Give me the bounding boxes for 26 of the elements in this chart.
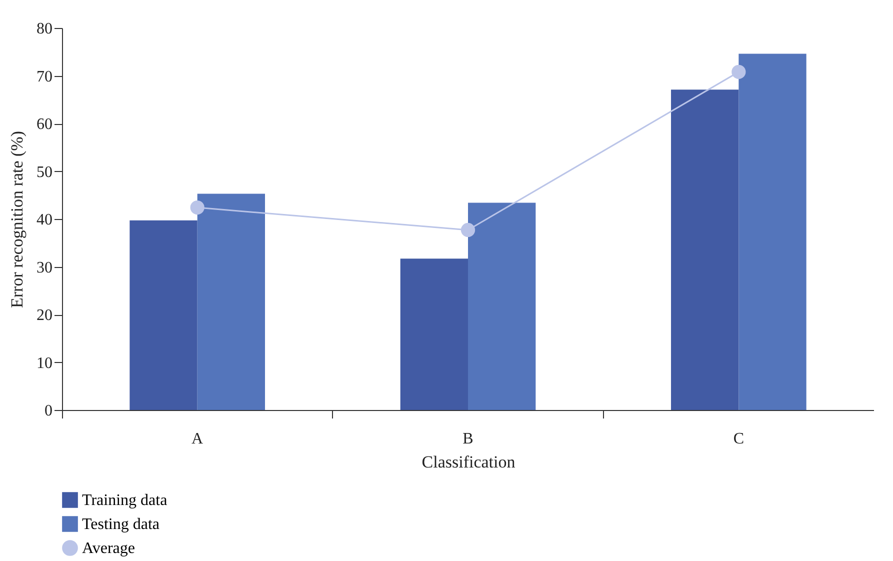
bar <box>468 202 536 410</box>
y-tick-label: 70 <box>36 68 52 86</box>
x-tick-label: A <box>192 430 204 448</box>
y-tick-label: 10 <box>36 354 52 372</box>
y-tick-label: 80 <box>36 20 52 38</box>
legend-label: Average <box>82 540 135 557</box>
legend-label: Training data <box>82 492 168 509</box>
y-tick-label: 40 <box>36 212 52 228</box>
bar <box>671 90 739 410</box>
y-axis-title: Error recognition rate (%) <box>8 131 26 308</box>
x-tick-label: C <box>733 430 744 448</box>
bar <box>738 54 806 410</box>
point <box>460 222 476 238</box>
legend-label: Testing data <box>82 516 160 533</box>
bar <box>130 220 198 410</box>
bar <box>400 258 468 410</box>
x-tick-label: B <box>462 430 474 448</box>
point <box>732 64 746 79</box>
y-tick-label: 30 <box>36 259 52 276</box>
y-tick-label: 60 <box>36 116 52 133</box>
y-tick-label: 50 <box>36 164 52 181</box>
point <box>190 200 204 215</box>
y-tick-label: 20 <box>36 307 52 324</box>
y-tick-label: 0 <box>44 402 52 420</box>
x-axis-title: Classification <box>422 452 516 472</box>
bar <box>197 194 265 410</box>
